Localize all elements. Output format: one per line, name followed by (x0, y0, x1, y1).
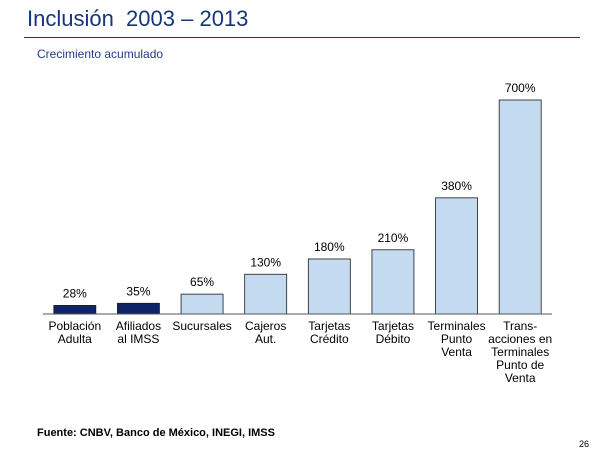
category-label-7-1: acciones en (488, 332, 552, 346)
category-label-6-2: Venta (441, 345, 472, 359)
title-divider (24, 37, 580, 38)
category-label-7-3: Punto de (496, 358, 544, 372)
data-label-2: 65% (190, 275, 214, 289)
data-label-7: 700% (505, 81, 536, 95)
chart-subtitle: Crecimiento acumulado (37, 47, 164, 61)
data-label-6: 380% (441, 179, 472, 193)
category-label-5-0: Tarjetas (372, 319, 414, 333)
bar-4 (307, 258, 351, 315)
data-label-0: 28% (63, 286, 87, 300)
category-label-0-0: Población (48, 319, 101, 333)
category-label-4-1: Crédito (310, 332, 349, 346)
slide-title: Inclusión 2003 – 2013 (27, 6, 249, 31)
data-label-5: 210% (378, 231, 409, 245)
category-label-6-0: Terminales (428, 319, 486, 333)
source-note: Fuente: CNBV, Banco de México, INEGI, IM… (37, 427, 275, 439)
bar-2 (180, 293, 224, 315)
category-label-2-0: Sucursales (172, 319, 231, 333)
category-label-0-1: Adulta (58, 332, 92, 346)
data-label-1: 35% (126, 284, 150, 298)
bar-3 (244, 273, 288, 315)
bar-1 (117, 302, 160, 315)
category-label-5-1: Débito (376, 332, 411, 346)
category-label-1-1: al IMSS (117, 332, 159, 346)
bar-5 (371, 249, 415, 315)
bar-7 (498, 99, 542, 315)
bar-0 (53, 305, 97, 315)
data-label-4: 180% (314, 240, 345, 254)
category-label-3-0: Cajeros (245, 319, 286, 333)
category-label-7-0: Trans- (503, 319, 537, 333)
category-label-7-4: Venta (505, 371, 536, 385)
category-label-1-0: Afiliados (116, 319, 161, 333)
bar-6 (435, 197, 478, 315)
category-label-3-1: Aut. (255, 332, 276, 346)
category-label-6-1: Punto (441, 332, 473, 346)
data-label-3: 130% (250, 255, 281, 269)
category-label-4-0: Tarjetas (308, 319, 350, 333)
page-number: 26 (579, 439, 590, 449)
category-label-7-2: Terminales (491, 345, 549, 359)
